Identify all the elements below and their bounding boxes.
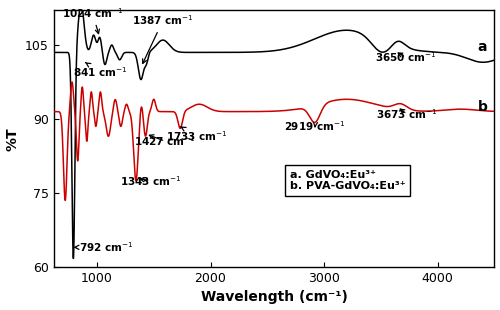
Text: 1024 cm$^{-1}$: 1024 cm$^{-1}$ — [62, 6, 124, 33]
Text: 1733 cm$^{-1}$: 1733 cm$^{-1}$ — [166, 126, 228, 143]
Text: 1387 cm$^{-1}$: 1387 cm$^{-1}$ — [132, 13, 194, 64]
Text: b: b — [478, 100, 488, 114]
Text: 1343 cm$^{-1}$: 1343 cm$^{-1}$ — [120, 174, 182, 188]
X-axis label: Wavelength (cm⁻¹): Wavelength (cm⁻¹) — [200, 290, 348, 304]
Text: a. GdVO₄:Eu³⁺
b. PVA-GdVO₄:Eu³⁺: a. GdVO₄:Eu³⁺ b. PVA-GdVO₄:Eu³⁺ — [290, 170, 405, 191]
Text: 3673 cm$^{-1}$: 3673 cm$^{-1}$ — [376, 107, 438, 121]
Text: a: a — [478, 41, 487, 55]
Y-axis label: %T: %T — [6, 127, 20, 151]
Text: 3650 cm$^{-1}$: 3650 cm$^{-1}$ — [375, 51, 437, 64]
Text: 1427 cm$^{-1}$: 1427 cm$^{-1}$ — [134, 134, 196, 148]
Text: 2919 cm$^{-1}$: 2919 cm$^{-1}$ — [284, 120, 346, 133]
Text: 792 cm$^{-1}$: 792 cm$^{-1}$ — [75, 241, 133, 254]
Text: 841 cm$^{-1}$: 841 cm$^{-1}$ — [73, 63, 128, 79]
